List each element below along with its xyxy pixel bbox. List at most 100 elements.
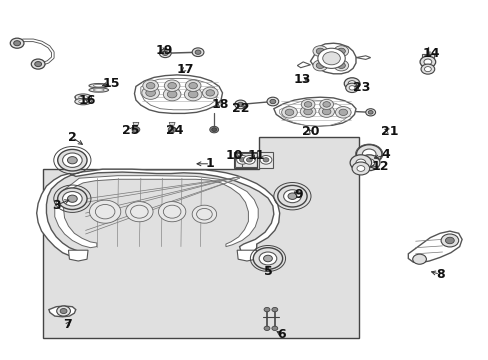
Circle shape — [424, 67, 430, 72]
Circle shape — [192, 48, 203, 57]
Circle shape — [316, 48, 324, 54]
Circle shape — [158, 202, 185, 222]
Circle shape — [253, 248, 282, 269]
Circle shape — [163, 205, 181, 218]
Circle shape — [95, 204, 115, 219]
Circle shape — [277, 185, 306, 207]
Circle shape — [423, 59, 431, 65]
Ellipse shape — [89, 88, 108, 92]
Circle shape — [60, 309, 67, 314]
Circle shape — [322, 102, 330, 107]
Text: 6: 6 — [276, 328, 285, 341]
Circle shape — [62, 153, 82, 167]
Circle shape — [445, 237, 453, 244]
Circle shape — [337, 63, 345, 68]
Circle shape — [184, 88, 202, 101]
Ellipse shape — [89, 84, 108, 88]
Polygon shape — [273, 97, 355, 126]
Polygon shape — [355, 56, 370, 59]
Circle shape — [239, 158, 245, 162]
Circle shape — [318, 106, 334, 117]
Bar — [421, 54, 433, 58]
Circle shape — [356, 166, 364, 171]
Circle shape — [333, 46, 348, 57]
Circle shape — [322, 108, 330, 115]
Circle shape — [125, 202, 153, 222]
Circle shape — [269, 99, 275, 104]
Circle shape — [264, 326, 269, 330]
Circle shape — [188, 82, 197, 89]
Ellipse shape — [75, 98, 91, 105]
Circle shape — [58, 149, 87, 171]
Circle shape — [419, 56, 435, 68]
Circle shape — [312, 60, 327, 71]
Circle shape — [146, 82, 155, 89]
Circle shape — [300, 106, 315, 117]
Circle shape — [142, 80, 158, 91]
Circle shape — [367, 111, 372, 114]
Circle shape — [58, 188, 87, 210]
Circle shape — [185, 80, 201, 91]
Bar — [234, 153, 250, 167]
Text: 15: 15 — [102, 77, 120, 90]
Text: 18: 18 — [211, 98, 228, 111]
Text: 17: 17 — [176, 63, 193, 76]
Circle shape — [337, 48, 345, 54]
Circle shape — [283, 190, 301, 203]
Circle shape — [145, 89, 155, 96]
Circle shape — [31, 59, 45, 69]
Polygon shape — [55, 176, 258, 248]
Polygon shape — [68, 250, 88, 261]
Circle shape — [301, 99, 314, 109]
Polygon shape — [169, 122, 175, 125]
Polygon shape — [141, 78, 217, 110]
Circle shape — [62, 192, 82, 206]
Circle shape — [363, 159, 374, 167]
Circle shape — [355, 159, 365, 166]
Polygon shape — [279, 100, 347, 126]
Polygon shape — [43, 137, 359, 338]
Text: 2: 2 — [68, 131, 77, 144]
Text: 1: 1 — [205, 157, 214, 170]
Circle shape — [167, 91, 177, 98]
Circle shape — [192, 205, 216, 223]
Circle shape — [347, 81, 355, 86]
Circle shape — [159, 49, 171, 58]
Text: 24: 24 — [166, 124, 183, 137]
Circle shape — [167, 82, 176, 89]
Text: 16: 16 — [78, 94, 96, 107]
Text: 4: 4 — [381, 148, 390, 161]
Circle shape — [211, 128, 216, 131]
Circle shape — [236, 156, 248, 164]
Circle shape — [316, 63, 324, 68]
Text: 22: 22 — [231, 102, 249, 115]
Circle shape — [266, 97, 278, 106]
Circle shape — [287, 193, 296, 199]
Text: 14: 14 — [422, 47, 439, 60]
Circle shape — [14, 41, 20, 46]
Text: 7: 7 — [63, 318, 72, 331]
Circle shape — [209, 126, 218, 133]
Circle shape — [259, 252, 276, 265]
Polygon shape — [237, 250, 256, 261]
Circle shape — [351, 162, 369, 175]
Text: 9: 9 — [293, 188, 302, 201]
Circle shape — [202, 87, 218, 99]
Circle shape — [440, 234, 458, 247]
Text: 12: 12 — [371, 160, 388, 173]
Circle shape — [281, 107, 297, 118]
Bar — [259, 152, 272, 168]
Circle shape — [205, 90, 214, 96]
Polygon shape — [297, 62, 310, 68]
Bar — [233, 152, 257, 168]
Circle shape — [319, 99, 333, 109]
Circle shape — [130, 205, 148, 218]
Circle shape — [162, 51, 168, 55]
Circle shape — [234, 100, 246, 109]
Circle shape — [271, 307, 277, 312]
Polygon shape — [49, 306, 76, 317]
Circle shape — [317, 48, 345, 68]
Circle shape — [412, 254, 426, 264]
Ellipse shape — [93, 89, 104, 91]
Circle shape — [168, 127, 176, 132]
